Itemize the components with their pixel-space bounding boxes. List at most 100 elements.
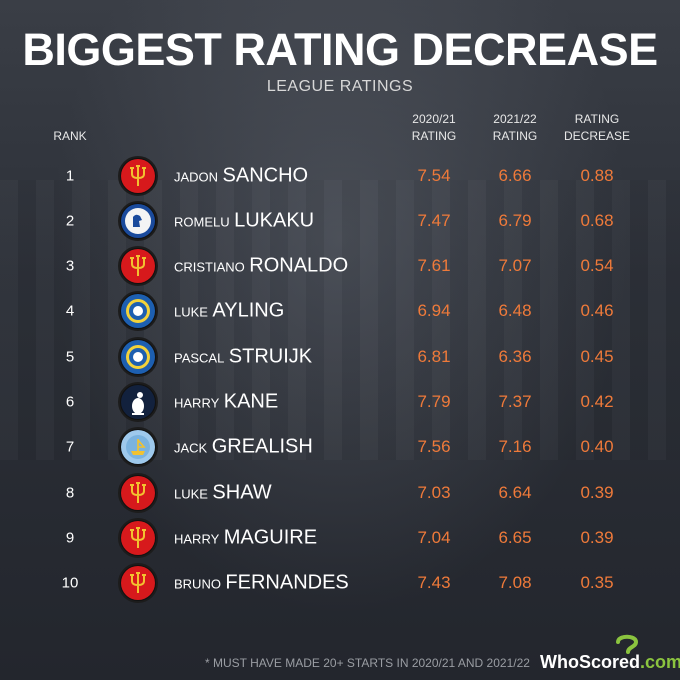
page-subtitle: LEAGUE RATINGS	[266, 78, 414, 95]
rating-2020-21: 7.54	[417, 165, 451, 185]
rating-2020-21: 7.03	[417, 482, 451, 502]
leeds-crest-icon	[118, 336, 158, 377]
rank-cell: 10	[61, 574, 79, 592]
rating-decrease: 0.39	[580, 527, 614, 547]
rating-2021-22: 6.48	[498, 301, 532, 321]
man-utd-crest-icon	[118, 563, 158, 604]
player-last-name: LUKAKU	[234, 209, 315, 232]
rating-2020-21: 7.47	[417, 210, 451, 230]
player-name: CRISTIANO RONALDO	[174, 255, 348, 278]
player-first-name: HARRY	[174, 395, 220, 411]
rating-decrease: 0.45	[580, 346, 614, 366]
man-utd-crest-icon	[118, 246, 158, 287]
player-last-name: KANE	[223, 390, 279, 413]
rating-2021-22: 7.08	[498, 573, 532, 593]
player-first-name: LUKE	[174, 304, 208, 320]
rank-cell: 9	[65, 529, 75, 547]
header-rating-decrease: RATING DECREASE	[558, 111, 636, 145]
tottenham-crest-icon	[118, 382, 158, 422]
rating-decrease: 0.39	[580, 482, 614, 502]
rating-2021-22: 6.65	[498, 527, 532, 547]
whoscored-logo-icon	[616, 634, 639, 654]
rating-decrease: 0.40	[580, 437, 614, 457]
table-row: 6 HARRY KANE 7.79 7.37 0.42	[0, 380, 680, 425]
rating-2021-22: 6.36	[498, 346, 532, 366]
table-row: 5 PASCAL STRUIJK 6.81 6.36 0.45	[0, 334, 680, 379]
table-row: 9 HARRY MAGUIRE 7.04 6.65 0.39	[0, 515, 680, 560]
rating-2021-22: 7.16	[498, 437, 532, 457]
table-row: 7 JACK GREALISH 7.56 7.16 0.40	[0, 425, 680, 470]
table-row: 4 LUKE AYLING 6.94 6.48 0.46	[0, 289, 680, 334]
rank-cell: 6	[65, 393, 75, 411]
table-row: 1 JADON SANCHO 7.54 6.66 0.88	[0, 153, 680, 198]
whoscored-brand: WhoScored.com	[540, 652, 680, 673]
rating-2020-21: 6.94	[417, 301, 451, 321]
table-row: 10 BRUNO FERNANDES 7.43 7.08 0.35	[0, 561, 680, 606]
rating-2021-22: 6.64	[498, 482, 532, 502]
rating-2020-21: 7.79	[417, 392, 451, 411]
man-utd-crest-icon	[118, 517, 158, 558]
rank-cell: 5	[65, 348, 75, 366]
header-rank-label: RANK	[53, 129, 87, 143]
header-rank: RANK	[48, 128, 92, 145]
leeds-crest-icon	[118, 291, 158, 332]
rank-cell: 8	[65, 484, 75, 502]
page-title: BIGGEST RATING DECREASE	[22, 24, 658, 75]
header-2021-line1: 2021/22	[493, 112, 537, 126]
player-name: LUKE SHAW	[174, 481, 272, 504]
table-row: 2 ROMELU LUKAKU 7.47 6.79 0.68	[0, 198, 680, 243]
player-name: HARRY KANE	[174, 391, 278, 414]
table-row: 3 CRISTIANO RONALDO 7.61 7.07 0.54	[0, 244, 680, 289]
rating-decrease: 0.54	[580, 256, 614, 276]
rating-2020-21: 7.56	[417, 437, 451, 457]
rating-decrease: 0.88	[580, 165, 614, 185]
player-first-name: LUKE	[174, 486, 208, 502]
player-last-name: STRUIJK	[228, 345, 313, 368]
player-last-name: SANCHO	[222, 164, 309, 186]
header-2020-line2: RATING	[411, 129, 457, 143]
chelsea-crest-icon	[118, 200, 158, 241]
footer-note: * MUST HAVE MADE 20+ STARTS IN 2020/21 A…	[205, 656, 530, 670]
header-decrease-line1: RATING	[574, 112, 620, 126]
rank-cell: 4	[65, 302, 75, 320]
man-utd-crest-icon	[118, 472, 158, 513]
rating-2021-22: 6.66	[498, 165, 532, 185]
player-name: ROMELU LUKAKU	[174, 209, 314, 232]
player-last-name: MAGUIRE	[223, 526, 318, 549]
header-2021-line2: RATING	[492, 129, 538, 143]
player-last-name: RONALDO	[249, 254, 349, 277]
player-name: BRUNO FERNANDES	[174, 572, 349, 595]
player-name: PASCAL STRUIJK	[174, 345, 312, 368]
player-name: HARRY MAGUIRE	[174, 526, 317, 549]
brand-name: WhoScored	[540, 652, 641, 672]
rating-decrease: 0.42	[580, 392, 614, 411]
header-2020-line1: 2020/21	[412, 112, 456, 126]
table-row: 8 LUKE SHAW 7.03 6.64 0.39	[0, 470, 680, 515]
rating-2020-21: 7.61	[417, 256, 451, 276]
man-utd-crest-icon	[118, 155, 158, 196]
rating-decrease: 0.46	[580, 301, 614, 321]
player-last-name: AYLING	[212, 299, 285, 322]
brand-domain: .com	[640, 652, 680, 672]
player-first-name: HARRY	[174, 531, 220, 547]
player-first-name: JACK	[174, 440, 208, 456]
player-first-name: JADON	[174, 169, 219, 184]
rating-2020-21: 6.81	[417, 346, 451, 366]
header-decrease-line2: DECREASE	[563, 129, 631, 143]
rating-2021-22: 7.37	[498, 392, 532, 411]
rating-decrease: 0.68	[580, 210, 614, 230]
rank-cell: 1	[65, 167, 75, 184]
header-2021-rating: 2021/22 RATING	[480, 111, 550, 145]
player-last-name: FERNANDES	[225, 571, 349, 594]
rank-cell: 2	[65, 212, 75, 230]
player-name: LUKE AYLING	[174, 300, 284, 323]
player-first-name: BRUNO	[174, 576, 221, 592]
rating-decrease: 0.35	[580, 573, 614, 593]
player-first-name: ROMELU	[174, 214, 230, 230]
rating-2020-21: 7.04	[417, 527, 451, 547]
player-first-name: PASCAL	[174, 350, 225, 366]
header-2020-rating: 2020/21 RATING	[399, 111, 469, 145]
player-last-name: GREALISH	[211, 435, 313, 458]
player-name: JADON SANCHO	[174, 164, 308, 187]
rating-2020-21: 7.43	[417, 573, 451, 593]
